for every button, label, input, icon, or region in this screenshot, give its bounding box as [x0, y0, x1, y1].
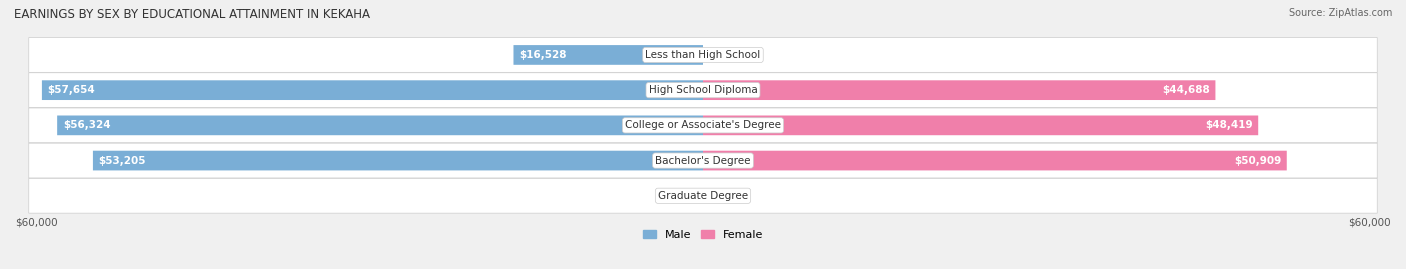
FancyBboxPatch shape [703, 151, 1286, 171]
Text: Less than High School: Less than High School [645, 50, 761, 60]
FancyBboxPatch shape [42, 80, 703, 100]
Text: $0: $0 [709, 191, 723, 201]
Text: $0: $0 [683, 191, 697, 201]
FancyBboxPatch shape [28, 108, 1378, 143]
FancyBboxPatch shape [513, 45, 703, 65]
FancyBboxPatch shape [28, 73, 1378, 108]
Text: EARNINGS BY SEX BY EDUCATIONAL ATTAINMENT IN KEKAHA: EARNINGS BY SEX BY EDUCATIONAL ATTAINMEN… [14, 8, 370, 21]
Text: High School Diploma: High School Diploma [648, 85, 758, 95]
Text: $16,528: $16,528 [519, 50, 567, 60]
FancyBboxPatch shape [703, 115, 1258, 135]
FancyBboxPatch shape [28, 178, 1378, 213]
Text: $44,688: $44,688 [1161, 85, 1209, 95]
Text: Source: ZipAtlas.com: Source: ZipAtlas.com [1288, 8, 1392, 18]
Text: $50,909: $50,909 [1234, 155, 1281, 165]
Text: $60,000: $60,000 [15, 218, 58, 228]
FancyBboxPatch shape [28, 38, 1378, 72]
Text: Bachelor's Degree: Bachelor's Degree [655, 155, 751, 165]
Legend: Male, Female: Male, Female [638, 225, 768, 244]
Text: $48,419: $48,419 [1205, 120, 1253, 130]
Text: $0: $0 [709, 50, 723, 60]
Text: $57,654: $57,654 [48, 85, 96, 95]
Text: $53,205: $53,205 [98, 155, 146, 165]
Text: $56,324: $56,324 [63, 120, 111, 130]
Text: College or Associate's Degree: College or Associate's Degree [626, 120, 780, 130]
FancyBboxPatch shape [28, 143, 1378, 178]
FancyBboxPatch shape [703, 80, 1215, 100]
Text: Graduate Degree: Graduate Degree [658, 191, 748, 201]
FancyBboxPatch shape [58, 115, 703, 135]
Text: $60,000: $60,000 [1348, 218, 1391, 228]
FancyBboxPatch shape [93, 151, 703, 171]
